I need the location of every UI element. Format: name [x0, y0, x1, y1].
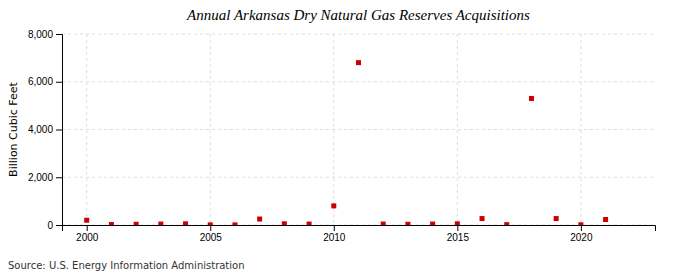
x-tick: 2015 [447, 225, 470, 243]
grid [62, 34, 655, 225]
x-tick-label: 2010 [323, 232, 346, 243]
y-tick: 8,000 [28, 29, 62, 40]
point [257, 217, 262, 222]
x-tick: 2010 [323, 225, 346, 243]
point [603, 217, 608, 222]
y-tick: 2,000 [28, 172, 62, 183]
plot-area: 2000 2005 2010 2015 2020 0 2,000 4,000 6,000 8,00… [28, 29, 656, 243]
point [109, 222, 114, 225]
x-grid-line [457, 34, 458, 225]
point [504, 222, 509, 225]
x-tick: 2000 [76, 225, 99, 243]
point [529, 96, 534, 101]
x-grid-line [210, 34, 211, 225]
source: Source: U.S. Energy Information Administ… [8, 260, 245, 271]
point [381, 222, 386, 225]
x-tick-mark [210, 225, 211, 231]
y-tick: 0 [47, 220, 62, 231]
point [430, 222, 435, 225]
y-grid-line [62, 129, 655, 130]
y-tick-mark [56, 177, 62, 178]
point [84, 218, 89, 223]
x-tick-label: 2015 [447, 232, 470, 243]
y-grid-line [62, 34, 655, 35]
x-tick-mark [334, 225, 335, 231]
y-tick-label: 8,000 [28, 29, 53, 40]
point [134, 222, 139, 225]
point [208, 222, 213, 225]
y-axis: 0 2,000 4,000 6,000 8,000 [28, 29, 63, 231]
y-tick-label: 0 [47, 220, 53, 231]
y-tick-mark [56, 34, 62, 35]
x-axis-line [63, 226, 656, 232]
x-grid-line [333, 34, 334, 225]
y-tick-mark [56, 225, 62, 226]
point [183, 221, 188, 225]
y-axis-label: Billion Cubic Feet [7, 81, 20, 176]
x-tick-mark [87, 225, 88, 231]
x-tick-label: 2005 [200, 232, 223, 243]
x-tick-label: 2000 [76, 232, 99, 243]
y-grid-line [62, 177, 655, 178]
point [232, 222, 237, 225]
point [554, 216, 559, 221]
point [578, 222, 583, 225]
y-tick-label: 2,000 [28, 172, 53, 183]
y-tick-mark [56, 130, 62, 131]
y-tick-mark [56, 82, 62, 83]
point [405, 222, 410, 225]
point [331, 203, 336, 208]
x-tick: 2005 [200, 225, 223, 243]
y-axis-line [56, 35, 63, 226]
point [282, 221, 287, 225]
x-axis: 2000 2005 2010 2015 2020 [63, 225, 656, 243]
chart: 2000 2005 2010 2015 2020 0 2,000 4,000 6,000 8,00… [0, 0, 675, 275]
y-grid-line [62, 81, 655, 82]
x-grid-line [86, 34, 87, 225]
y-tick: 4,000 [28, 124, 62, 135]
y-tick-label: 4,000 [28, 124, 53, 135]
x-tick: 2020 [570, 225, 593, 243]
x-tick-mark [581, 225, 582, 231]
points [84, 60, 608, 225]
x-tick-mark [457, 225, 458, 231]
y-tick: 6,000 [28, 76, 62, 87]
point [356, 60, 361, 65]
point [307, 222, 312, 225]
x-grid-line [580, 34, 581, 225]
title: Annual Arkansas Dry Natural Gas Reserves… [186, 7, 530, 23]
y-tick-label: 6,000 [28, 76, 53, 87]
x-tick-label: 2020 [570, 232, 593, 243]
point [158, 222, 163, 225]
point [455, 221, 460, 225]
point [480, 216, 485, 221]
